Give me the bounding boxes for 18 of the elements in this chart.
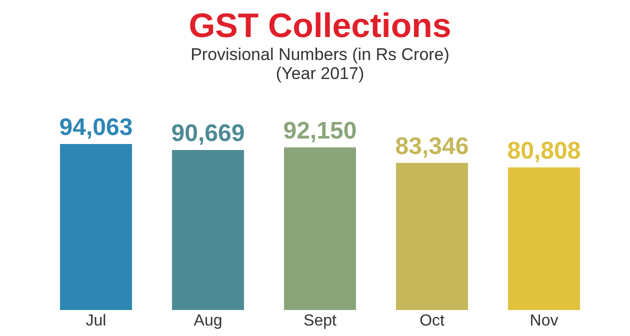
data-label: 94,063 (59, 114, 133, 141)
x-tick-label: Nov (530, 312, 558, 330)
x-tick-label: Aug (194, 312, 222, 330)
bar (508, 167, 580, 310)
x-tick-label: Oct (420, 312, 445, 330)
bar (396, 162, 468, 310)
data-label: 80,808 (507, 137, 581, 164)
chart-title: GST Collections (188, 7, 452, 45)
x-tick-label: Sept (304, 312, 338, 330)
bar (172, 150, 244, 310)
data-label: 83,346 (395, 132, 469, 160)
chart-subtitle: Provisional Numbers (in Rs Crore) (190, 45, 450, 64)
data-label: 90,669 (171, 120, 245, 147)
text: (Year 2017) (276, 64, 364, 83)
x-tick-label: Jul (86, 312, 106, 330)
bar (284, 147, 356, 310)
data-label: 92,150 (283, 117, 357, 144)
bar (60, 144, 132, 310)
